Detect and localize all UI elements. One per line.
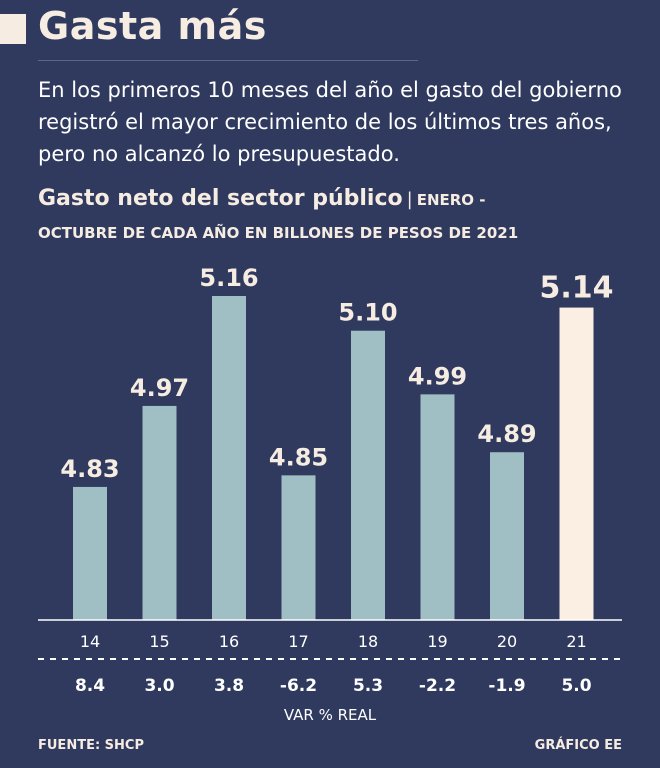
value-label-15: 4.97 [130, 374, 189, 402]
chart-title-separator: | [406, 189, 413, 210]
var-real-15: 3.0 [144, 676, 174, 696]
var-real-21: 5.0 [561, 676, 591, 696]
chart-title: Gasto neto del sector público | ENERO - [38, 186, 486, 211]
var-real-17: -6.2 [280, 676, 317, 696]
var-real-16: 3.8 [214, 676, 244, 696]
bar-20 [490, 452, 524, 620]
category-label-17: 17 [288, 632, 308, 651]
value-label-14: 4.83 [60, 455, 119, 483]
category-label-19: 19 [427, 632, 447, 651]
chart-title-main: Gasto neto del sector público [38, 186, 403, 211]
var-real-14: 8.4 [75, 676, 105, 696]
var-real-20: -1.9 [488, 676, 525, 696]
bar-17 [281, 475, 316, 620]
value-label-16: 5.16 [199, 264, 258, 292]
source-note: FUENTE: SHCP [38, 738, 144, 753]
var-real-19: -2.2 [419, 676, 456, 696]
value-label-17: 4.85 [269, 443, 328, 471]
bar-18 [351, 330, 385, 620]
graphic-credit: GRÁFICO EE [534, 738, 622, 753]
chart-subtitle: OCTUBRE DE CADA AÑO EN BILLONES DE PESOS… [38, 224, 519, 242]
bar-19 [420, 394, 455, 620]
title-divider [38, 60, 418, 61]
title-accent-bar [0, 14, 26, 44]
category-label-18: 18 [358, 632, 378, 651]
page-title: Gasta más [38, 4, 267, 48]
var-real-label: VAR % REAL [284, 706, 377, 724]
category-label-16: 16 [219, 632, 239, 651]
value-label-19: 4.99 [408, 362, 467, 390]
category-label-20: 20 [497, 632, 517, 651]
category-label-15: 15 [149, 632, 169, 651]
var-real-18: 5.3 [353, 676, 383, 696]
bar-16 [212, 296, 246, 620]
bar-14 [73, 486, 107, 620]
chart-title-detail: ENERO - [416, 191, 486, 209]
category-label-14: 14 [80, 632, 100, 651]
bar-21 [559, 307, 594, 620]
category-label-21: 21 [566, 632, 586, 651]
page-subtitle: En los primeros 10 meses del año el gast… [38, 78, 622, 166]
bar-15 [142, 405, 177, 620]
value-label-21: 5.14 [539, 271, 613, 306]
value-label-20: 4.89 [477, 420, 536, 448]
value-label-18: 5.10 [338, 299, 397, 327]
